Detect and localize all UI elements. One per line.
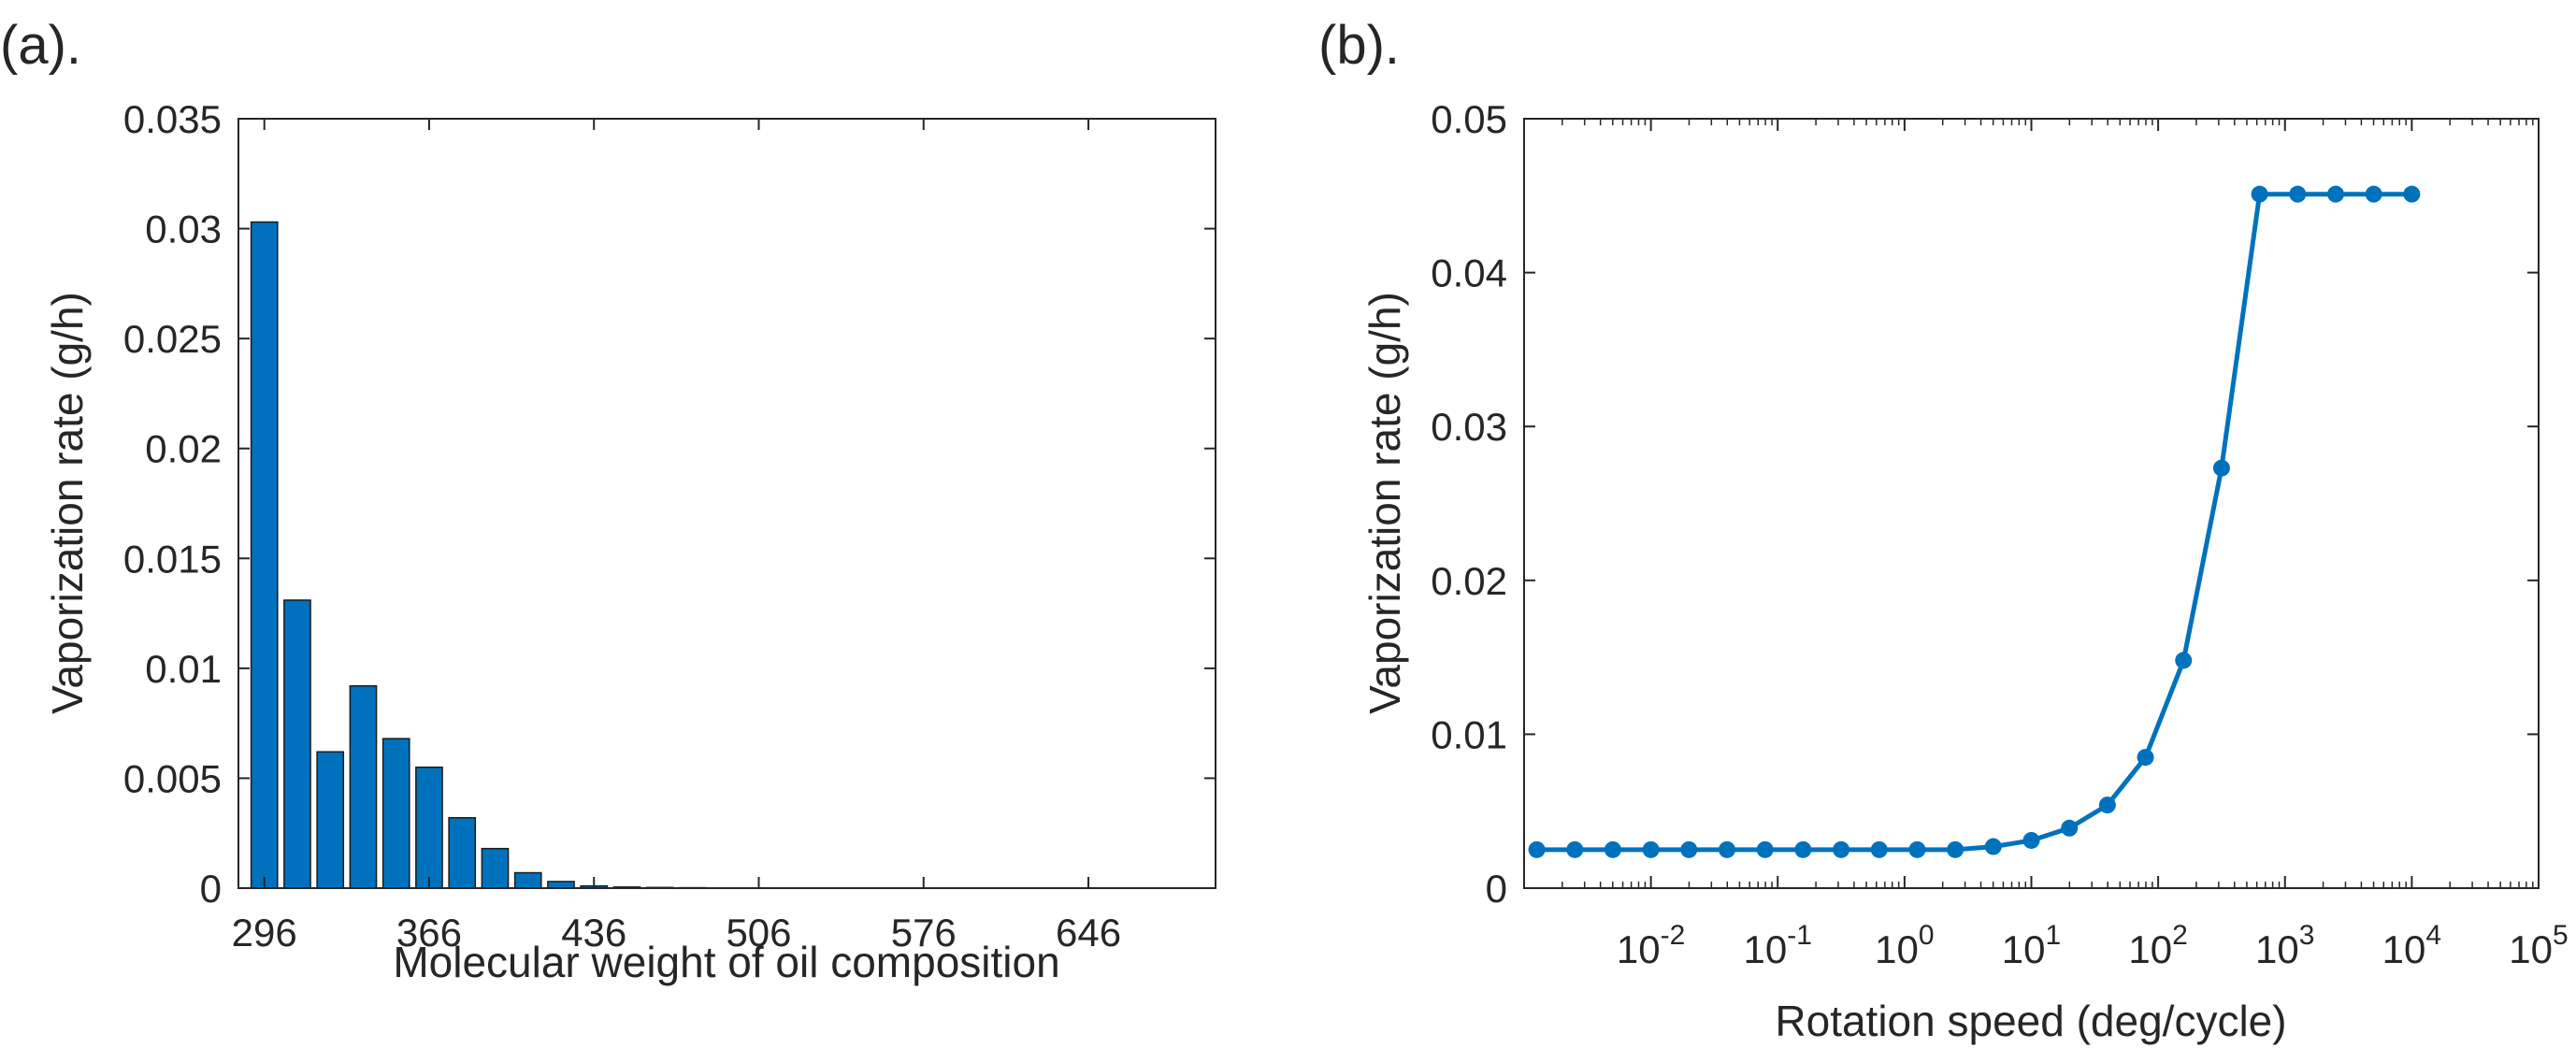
panel-a-bar-chart: (a). 0 0.005 0.01 0.015 0.02 0.025 0.03 0.035 2…: [0, 15, 1216, 986]
bar-338: [349, 684, 378, 889]
panel-b-line-chart: (b). 00.010.020.030.040.05 10-2 10-1 100 10…: [1318, 15, 2569, 1045]
x-tick-label: 646: [1056, 911, 1121, 955]
y-tick-label: 0.02: [145, 427, 222, 471]
bar-324: [316, 751, 345, 889]
data-point: [1984, 838, 2002, 855]
y-tick-label: 0.02: [1431, 559, 1507, 603]
data-point: [2212, 459, 2230, 477]
bar-310: [283, 599, 311, 889]
y-tick-label: 0.05: [1431, 97, 1507, 141]
data-point: [2327, 185, 2344, 203]
data-point: [2061, 819, 2079, 837]
y-tick-label: 0: [1486, 867, 1507, 911]
x-tick-label: 104: [2382, 920, 2441, 971]
x-tick-label: 10-2: [1617, 920, 1685, 971]
x-tick-label: 296: [232, 911, 297, 955]
bar-366: [415, 766, 443, 889]
data-point: [2251, 185, 2268, 203]
panel-a-axes-box: [237, 118, 1216, 889]
panel-b-y-ticks: 0 0.01 0.02 0.03 0.04 0.05: [1431, 97, 2539, 911]
bar-352: [381, 738, 410, 889]
y-tick-label: 0.01: [145, 647, 222, 691]
data-point: [1908, 840, 1926, 858]
x-tick-label: 103: [2255, 920, 2314, 971]
data-point: [1719, 840, 1735, 858]
y-tick-label: 0.025: [123, 317, 222, 361]
y-tick-label: 0.03: [145, 208, 222, 251]
panel-b-y-axis-label: Vaporization rate (g/h): [1360, 292, 1409, 714]
bar-394: [481, 847, 510, 889]
x-tick-label: 100: [1875, 920, 1934, 971]
x-tick-label: 576: [891, 911, 957, 955]
data-point: [1566, 840, 1584, 858]
panel-b-x-ticks: 10-2 10-1 100 101 102 103 104 105: [1561, 119, 2569, 971]
panel-b-series-line: [1536, 192, 2412, 853]
data-point: [1756, 840, 1774, 858]
panel-b-label: (b).: [1318, 15, 1400, 76]
panel-a-bars: [250, 221, 1202, 890]
data-point: [1833, 840, 1850, 858]
data-point: [2022, 831, 2040, 849]
data-point: [2403, 185, 2421, 203]
bar-422: [547, 881, 575, 889]
x-tick-label: 101: [2002, 920, 2061, 971]
y-tick-label: 0.035: [123, 97, 222, 141]
data-point: [2137, 749, 2154, 767]
data-point: [1604, 840, 1621, 858]
x-tick-label: 10-1: [1744, 920, 1812, 971]
panel-a-x-axis-label: Molecular weight of oil composition: [393, 938, 1059, 986]
y-tick-label: 0.01: [1431, 712, 1507, 756]
y-tick-label: 0: [200, 867, 222, 911]
panel-b-axes-box: [1523, 118, 2540, 889]
x-tick-label: 366: [396, 911, 462, 955]
data-point: [1870, 840, 1888, 858]
y-tick-label: 0.03: [1431, 405, 1507, 449]
data-point: [2175, 652, 2193, 669]
bar-296: [250, 221, 279, 889]
x-tick-label: 436: [561, 911, 626, 955]
y-tick-label: 0.015: [123, 537, 222, 581]
data-point: [2365, 185, 2382, 203]
panel-b-markers: [1528, 185, 2421, 858]
data-point: [1680, 840, 1698, 858]
data-point: [1947, 840, 1964, 858]
y-tick-label: 0.04: [1431, 251, 1507, 295]
data-point: [2098, 797, 2116, 814]
bar-380: [448, 817, 477, 889]
data-point: [1642, 840, 1660, 858]
x-tick-label: 102: [2128, 920, 2187, 971]
data-point: [2289, 185, 2307, 203]
bar-408: [513, 871, 542, 889]
x-tick-label: 105: [2509, 920, 2568, 971]
panel-a-x-ticks: 296 366 436 506 576 646: [232, 119, 1121, 955]
panel-a-y-axis-label: Vaporization rate (g/h): [43, 292, 92, 714]
panel-a-y-ticks: 0 0.005 0.01 0.015 0.02 0.025 0.03 0.035: [123, 97, 1216, 911]
panel-b-x-axis-label: Rotation speed (deg/cycle): [1775, 997, 2286, 1045]
data-point: [1794, 840, 1812, 858]
y-tick-label: 0.005: [123, 756, 222, 800]
panel-a-label: (a).: [0, 15, 81, 76]
x-tick-label: 506: [726, 911, 791, 955]
data-point: [1528, 840, 1546, 858]
